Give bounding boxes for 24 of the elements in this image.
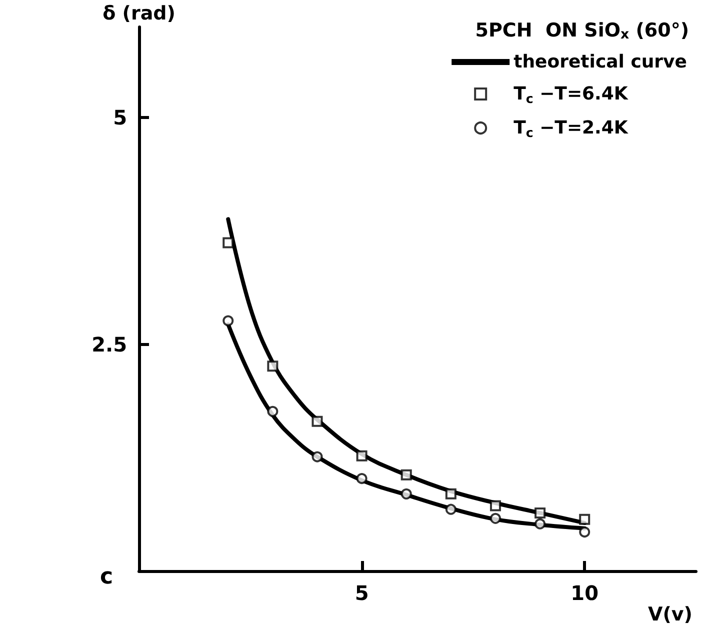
point xyxy=(490,500,501,512)
point xyxy=(445,504,456,515)
point xyxy=(445,488,456,500)
y-tick-label: 2.5 xyxy=(92,332,127,356)
point xyxy=(579,526,590,538)
x-axis-title: V(v) xyxy=(648,604,692,624)
point xyxy=(222,315,234,326)
y-axis-title: δ (rad) xyxy=(102,2,176,24)
legend-label: theoretical curve xyxy=(514,52,688,72)
x-tick-label: 10 xyxy=(570,581,599,605)
point xyxy=(222,237,234,248)
point xyxy=(356,450,368,462)
point xyxy=(490,512,501,524)
point xyxy=(400,469,412,480)
point xyxy=(356,473,368,484)
point xyxy=(534,518,546,530)
point xyxy=(267,360,278,372)
point xyxy=(267,406,278,417)
point xyxy=(312,451,323,462)
text: c xyxy=(100,564,114,590)
point xyxy=(400,488,412,500)
point xyxy=(579,514,590,525)
point xyxy=(534,507,546,518)
point xyxy=(312,416,323,427)
